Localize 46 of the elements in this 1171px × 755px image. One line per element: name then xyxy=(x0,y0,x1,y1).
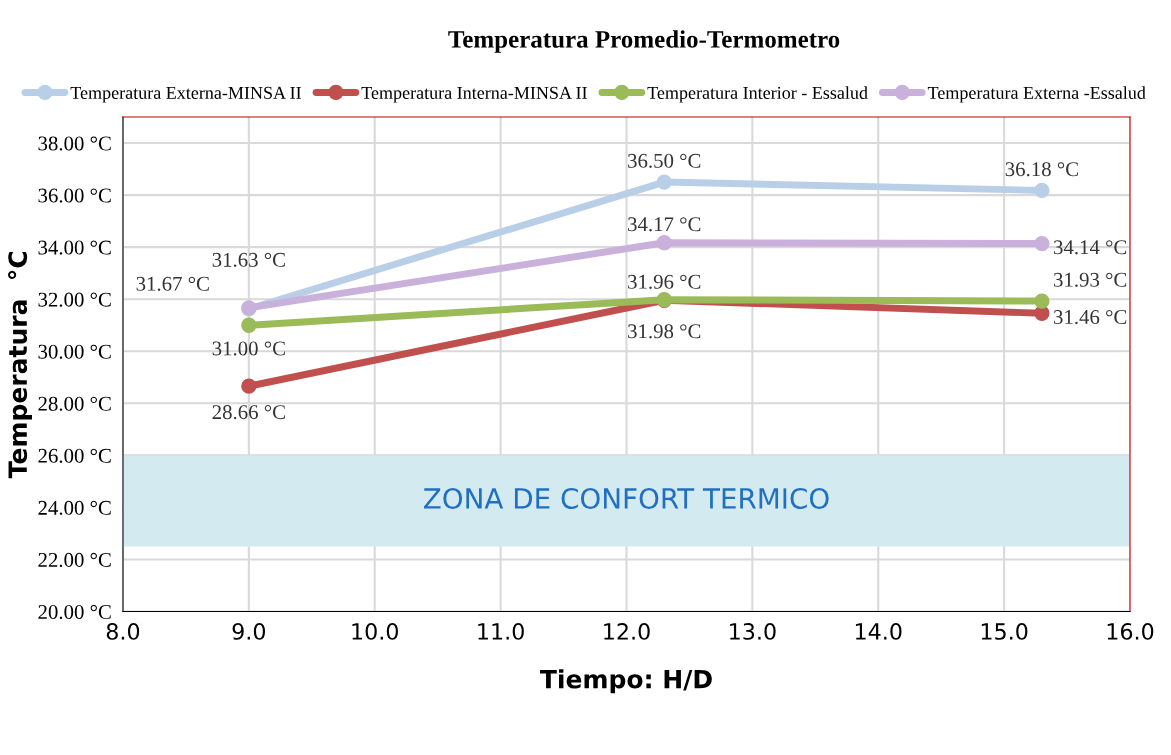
legend-label: Temperatura Interior - Essalud xyxy=(647,86,868,103)
x-tick-label: 14.0 xyxy=(855,623,902,640)
data-label: 28.66 °C xyxy=(212,405,285,420)
y-tick-label: 32.00 °C xyxy=(38,292,111,307)
chart-title: Temperatura Promedio-Termometro xyxy=(448,30,840,53)
point xyxy=(241,317,257,333)
y-tick-label: 30.00 °C xyxy=(38,344,111,359)
point xyxy=(1034,182,1050,199)
data-label: 31.67 °C xyxy=(136,276,209,291)
point xyxy=(656,174,672,190)
x-axis-title: Tiempo: H/D xyxy=(540,669,712,694)
y-axis-title: Temperatura °C xyxy=(8,251,32,479)
y-tick-label: 28.00 °C xyxy=(38,396,111,411)
band-label: ZONA DE CONFORT TERMICO xyxy=(423,487,829,509)
data-label: 31.46 °C xyxy=(1054,309,1127,325)
point xyxy=(1034,293,1050,309)
data-label: 36.50 °C xyxy=(628,153,701,168)
y-tick-label: 36.00 °C xyxy=(38,188,111,203)
data-label: 31.93 °C xyxy=(1054,272,1127,287)
x-tick-label: 11.0 xyxy=(478,623,524,640)
data-label: 31.63 °C xyxy=(212,252,285,267)
point xyxy=(1034,235,1050,252)
x-tick-label: 16.0 xyxy=(1107,623,1154,640)
y-tick-label: 26.00 °C xyxy=(38,448,111,463)
y-tick-label: 38.00 °C xyxy=(38,136,111,151)
data-label: 31.00 °C xyxy=(212,341,285,356)
x-tick-label: 10.0 xyxy=(352,623,398,640)
legend-label: Temperatura Externa-MINSA II xyxy=(70,86,301,103)
point xyxy=(241,378,257,394)
x-tick-label: 8.0 xyxy=(106,623,140,640)
y-tick-label: 20.00 °C xyxy=(38,604,111,620)
data-label: 31.96 °C xyxy=(628,274,701,289)
data-label: 34.17 °C xyxy=(628,217,701,232)
data-label: 31.98 °C xyxy=(628,324,701,339)
data-label: 36.18 °C xyxy=(1005,162,1078,177)
x-tick-label: 12.0 xyxy=(604,623,650,640)
x-tick-label: 15.0 xyxy=(981,623,1028,640)
y-tick-label: 22.00 °C xyxy=(38,552,111,568)
legend-label: Temperatura Externa -Essalud xyxy=(927,86,1146,103)
x-tick-label: 13.0 xyxy=(730,623,776,640)
x-tick-label: 9.0 xyxy=(232,623,266,640)
y-tick-label: 34.00 °C xyxy=(38,240,111,255)
legend-label: Temperatura Interna-MINSA II xyxy=(361,86,587,103)
y-tick-label: 24.00 °C xyxy=(38,500,111,515)
point xyxy=(656,235,672,251)
data-label: 34.14 °C xyxy=(1054,240,1127,255)
